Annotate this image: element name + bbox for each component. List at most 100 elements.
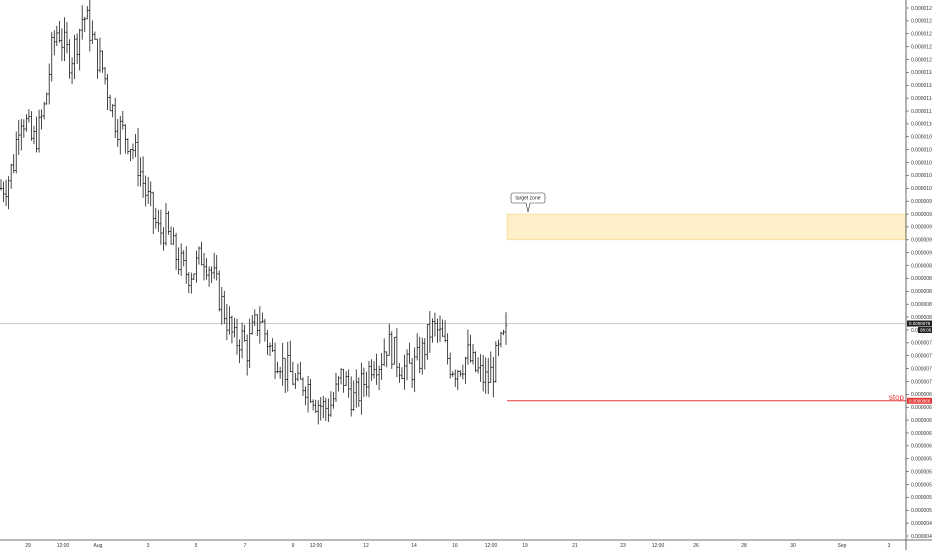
ohlc-bar — [210, 266, 213, 284]
ohlc-bar — [243, 324, 246, 342]
y-tick-label: 0.0000082 — [911, 302, 932, 308]
ohlc-bar — [235, 318, 239, 355]
y-tick-label: 0.0000046 — [911, 534, 932, 540]
ohlc-bar — [218, 270, 221, 312]
y-tick-label: 0.0000068 — [911, 392, 932, 398]
stop-price-badge-text: 0.0000066 — [909, 398, 931, 403]
ohlc-bar — [68, 39, 71, 79]
ohlc-bar — [91, 20, 94, 44]
ohlc-bar — [317, 400, 320, 425]
ohlc-bar — [248, 318, 251, 368]
ohlc-bar — [48, 63, 51, 105]
ohlc-bar — [273, 342, 277, 380]
ohlc-bar — [294, 373, 297, 389]
target-zone-callout — [510, 192, 546, 213]
ohlc-bar — [42, 101, 46, 120]
y-axis[interactable]: 0.0000128 0.0000126 0.0000124 0.0000122 0.00… — [906, 6, 932, 540]
ohlc-bar — [334, 372, 338, 403]
ohlc-bar — [88, 0, 92, 52]
ohlc-bar — [332, 392, 335, 409]
ohlc-bar — [484, 357, 487, 394]
x-tick-label: 12:00 — [57, 543, 70, 549]
ohlc-bar — [40, 109, 43, 130]
ohlc-bar — [375, 353, 378, 385]
ohlc-bar — [2, 181, 5, 203]
y-tick-label: 0.0000066 — [911, 405, 932, 411]
plot-area[interactable] — [0, 0, 907, 425]
ohlc-bar — [362, 367, 366, 398]
stop-price-badge: 0.0000066 — [907, 397, 932, 404]
ohlc-bar — [370, 359, 373, 381]
ohlc-bar — [205, 258, 208, 280]
ohlc-bar — [4, 179, 8, 207]
y-tick-label: 0.0000122 — [911, 44, 932, 50]
ohlc-bar — [441, 319, 444, 337]
ohlc-bar — [238, 339, 241, 364]
ohlc-bar — [504, 312, 508, 345]
ohlc-bar — [35, 116, 38, 153]
ohlc-bar — [119, 115, 122, 155]
y-tick-label: 0.0000118 — [911, 70, 932, 76]
ohlc-bar — [185, 246, 188, 284]
ohlc-bar — [365, 371, 368, 397]
x-tick-label: Aug — [94, 543, 103, 549]
y-tick-label: 0.0000092 — [911, 238, 932, 244]
ohlc-bar — [144, 175, 147, 207]
ohlc-bar — [124, 124, 127, 154]
ohlc-bar — [195, 250, 198, 283]
ohlc-bar — [27, 109, 31, 123]
x-tick-label: 23 — [620, 543, 626, 549]
ohlc-bar — [382, 338, 386, 367]
y-tick-label: 0.0000094 — [911, 225, 932, 231]
ohlc-bar — [469, 334, 472, 363]
ohlc-bar — [20, 118, 23, 151]
x-axis[interactable]: 29 12:00 Aug 3 5 7 9 12:00 12 14 16 12:00 19 21 23 12:0… — [25, 543, 890, 549]
x-tick-label: Sep — [838, 543, 847, 549]
ohlc-bar — [149, 181, 152, 207]
ohlc-bar — [476, 357, 480, 374]
ohlc-bar — [212, 252, 216, 280]
y-tick-label: 0.0000088 — [911, 263, 932, 269]
ohlc-bar — [172, 227, 175, 245]
ohlc-bar — [93, 31, 97, 40]
ohlc-bar — [30, 111, 33, 141]
x-tick-label: 30 — [790, 543, 796, 549]
y-tick-label: 0.0000074 — [911, 354, 932, 360]
x-tick-label: 19 — [522, 543, 528, 549]
ohlc-bar — [438, 315, 442, 342]
x-tick-label: 5 — [195, 543, 198, 549]
ohlc-bar — [329, 391, 333, 417]
ohlc-bar — [146, 176, 150, 205]
ohlc-bar — [167, 210, 170, 235]
stop-label: stop — [889, 393, 905, 402]
ohlc-bar — [410, 358, 414, 388]
x-tick-label: 12 — [363, 543, 369, 549]
y-tick-label: 0.0000104 — [911, 160, 932, 166]
ohlc-bar — [443, 320, 447, 343]
ohlc-bar — [200, 241, 203, 266]
ohlc-bar — [296, 363, 300, 382]
ohlc-bar — [423, 338, 426, 370]
current-price-badge: 0.0000079 — [907, 320, 932, 327]
ohlc-bar — [281, 342, 284, 386]
ohlc-bar — [15, 131, 18, 174]
x-tick-label: 12:00 — [652, 543, 665, 549]
ohlc-bar — [136, 128, 140, 187]
ohlc-bar — [182, 250, 185, 267]
ohlc-bar — [230, 315, 234, 344]
ohlc-bar — [464, 356, 467, 384]
ohlc-bar — [192, 273, 196, 281]
current-price-badge-bg — [907, 320, 932, 327]
y-tick-label: 0.0000112 — [911, 109, 932, 115]
ohlc-bar — [344, 371, 348, 386]
ohlc-bar — [466, 329, 470, 365]
ohlc-bar — [388, 323, 391, 356]
ohlc-bar — [129, 149, 132, 162]
ohlc-bar — [169, 226, 173, 245]
